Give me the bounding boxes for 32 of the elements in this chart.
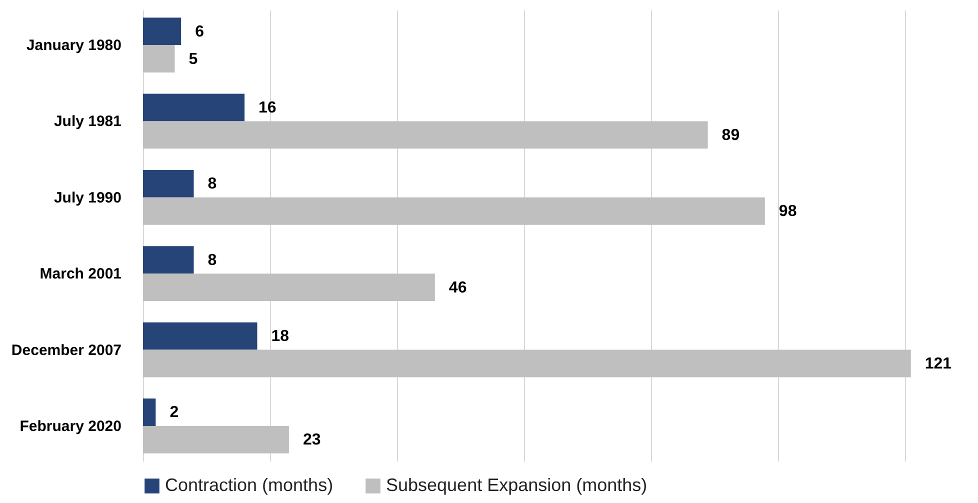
- data-label: 98: [778, 203, 797, 220]
- bar: [143, 246, 194, 274]
- bar: [143, 274, 435, 302]
- data-label: 89: [722, 126, 740, 144]
- bar: [143, 398, 156, 426]
- bar: [143, 94, 245, 122]
- data-label: 2: [170, 404, 179, 422]
- bar: [143, 45, 175, 72]
- bar: [143, 350, 911, 378]
- y-tick-label: July 1990: [54, 189, 122, 206]
- data-label: 16: [258, 100, 276, 117]
- data-label: 23: [302, 432, 321, 449]
- data-label: 5: [188, 50, 198, 68]
- bar: [143, 121, 708, 149]
- bar: [143, 197, 765, 225]
- data-label: 6: [195, 23, 204, 40]
- data-label: 8: [208, 176, 217, 193]
- data-label: 8: [208, 252, 217, 269]
- y-tick-label: March 2001: [40, 266, 122, 283]
- data-label: 18: [271, 328, 290, 346]
- bar: [143, 170, 194, 198]
- legend-label: Contraction (months): [165, 475, 334, 495]
- y-tick-label: January 1980: [26, 37, 122, 54]
- legend-label: Subsequent Expansion (months): [386, 475, 648, 495]
- y-tick-label: July 1981: [54, 113, 122, 130]
- y-tick-label: December 2007: [11, 342, 122, 359]
- data-label: 121: [924, 355, 952, 372]
- data-label: 46: [448, 279, 467, 296]
- bar: [143, 322, 258, 350]
- bar: [143, 426, 289, 454]
- bar: [143, 18, 182, 46]
- y-tick-label: February 2020: [20, 418, 122, 435]
